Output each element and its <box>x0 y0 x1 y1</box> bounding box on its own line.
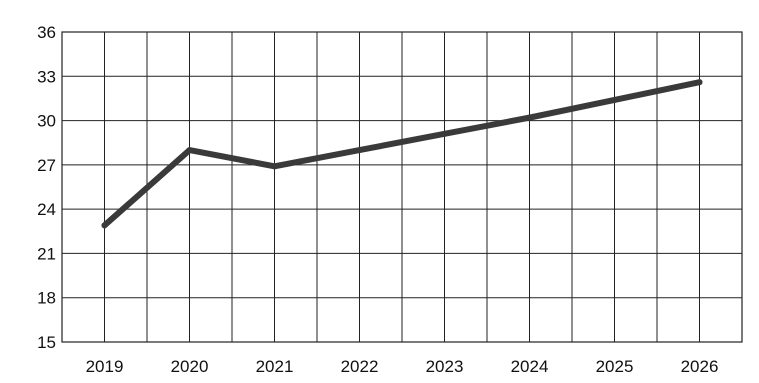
x-tick-label: 2020 <box>171 357 209 376</box>
data-point <box>526 114 533 121</box>
y-axis-tick-labels: 15 18 21 24 27 30 33 36 <box>37 23 56 352</box>
y-tick-label: 21 <box>37 244 56 263</box>
x-axis-tick-labels: 2019 2020 2021 2022 2023 2024 2025 2026 <box>86 357 719 376</box>
y-tick-label: 15 <box>37 333 56 352</box>
y-tick-label: 30 <box>37 112 56 131</box>
data-point <box>441 130 448 137</box>
y-tick-label: 27 <box>37 156 56 175</box>
x-tick-label: 2025 <box>596 357 634 376</box>
y-tick-label: 18 <box>37 289 56 308</box>
series-line <box>101 79 703 229</box>
y-tick-label: 36 <box>37 23 56 42</box>
series-layer <box>101 79 703 229</box>
data-point <box>186 147 193 154</box>
x-tick-label: 2019 <box>86 357 124 376</box>
data-point <box>611 96 618 103</box>
data-point <box>101 222 108 229</box>
data-point <box>356 147 363 154</box>
x-tick-label: 2021 <box>256 357 294 376</box>
data-point <box>696 79 703 86</box>
x-tick-label: 2024 <box>511 357 549 376</box>
x-tick-label: 2022 <box>341 357 379 376</box>
y-tick-label: 24 <box>37 200 56 219</box>
x-tick-label: 2023 <box>426 357 464 376</box>
grid-lines <box>61 31 743 343</box>
y-tick-label: 33 <box>37 67 56 86</box>
data-point <box>271 163 278 170</box>
x-tick-label: 2026 <box>681 357 719 376</box>
